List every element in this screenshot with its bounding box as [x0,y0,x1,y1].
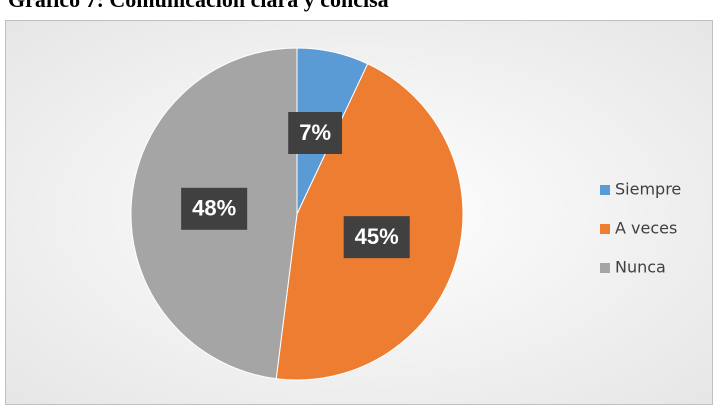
legend-swatch [600,263,610,273]
legend-label: A veces [615,219,677,238]
legend-swatch [600,224,610,234]
chart-title: Gráfico 7: Comunicación clara y concisa [8,0,389,12]
legend-label: Siempre [615,180,681,199]
data-label: 48% [192,196,236,221]
data-label: 45% [355,224,399,249]
legend-swatch [600,185,610,195]
legend-label: Nunca [615,258,666,277]
data-label-box [181,187,248,230]
data-label: 7% [299,120,331,145]
data-label-box [288,111,343,154]
data-label-box [343,216,410,259]
